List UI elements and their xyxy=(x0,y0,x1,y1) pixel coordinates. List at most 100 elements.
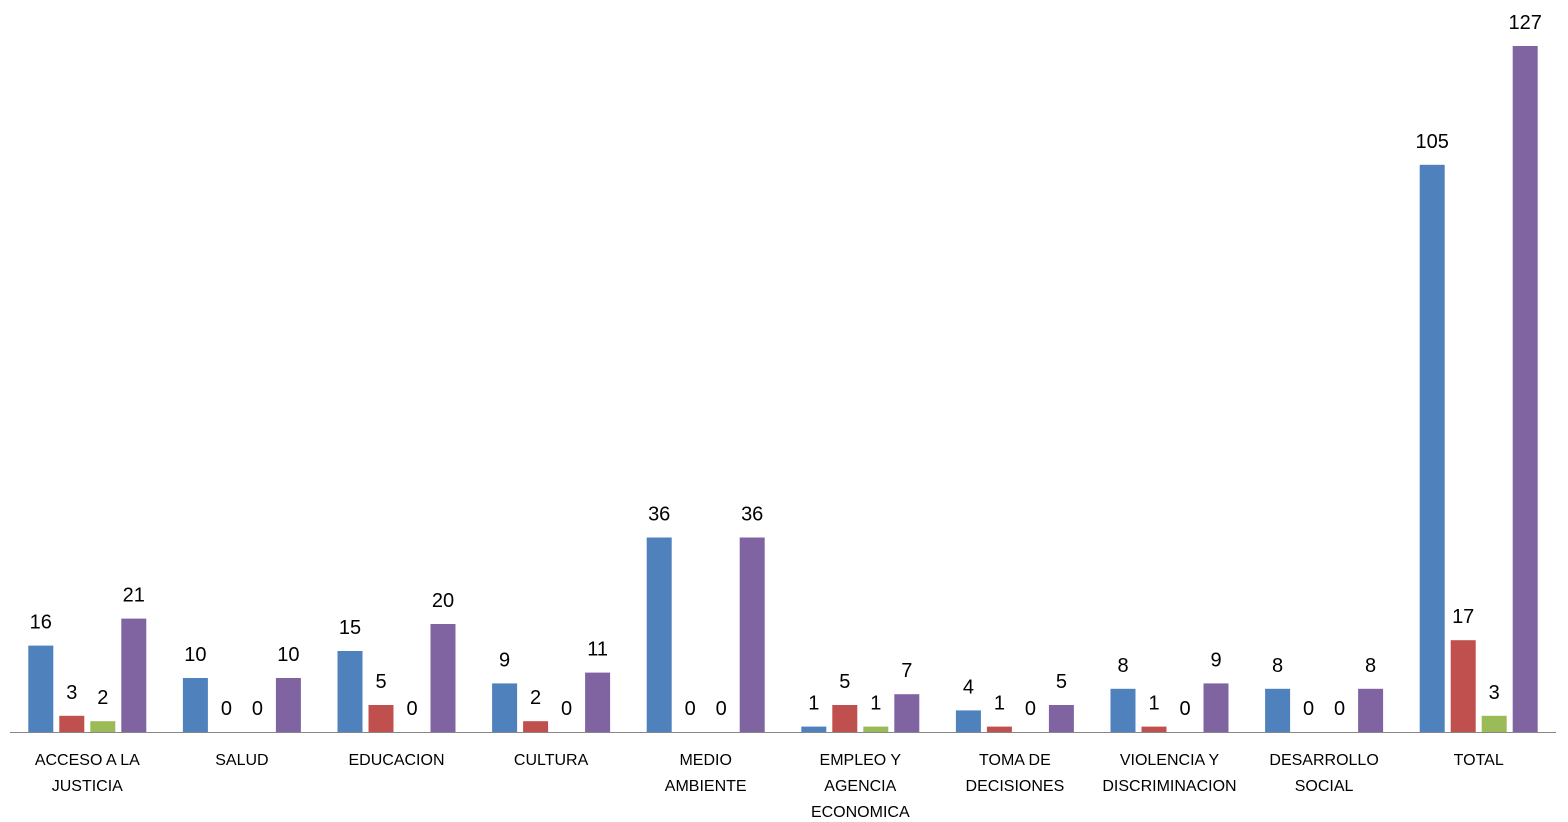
category-label-line: ACCESO A LA xyxy=(35,752,140,769)
data-label-s4-c5: 36 xyxy=(741,504,763,526)
data-label-s4-c1: 21 xyxy=(123,585,145,607)
category-label-10: TOTAL xyxy=(1454,752,1504,769)
data-label-s2-c1: 3 xyxy=(66,682,77,704)
data-label-s2-c6: 5 xyxy=(839,671,850,693)
data-label-s2-c7: 1 xyxy=(994,693,1005,715)
category-label-1: ACCESO A LA JUSTICIA xyxy=(35,752,140,795)
bar-s4-c1 xyxy=(121,619,146,732)
bar-s1-c7 xyxy=(956,710,981,732)
bar-s1-c8 xyxy=(1111,689,1136,732)
category-labels-layer: ACCESO A LA JUSTICIA SALUD EDUCACION CULTURA… xyxy=(35,752,1504,821)
data-label-s2-c3: 5 xyxy=(375,671,386,693)
category-label-line: DISCRIMINACION xyxy=(1102,778,1236,795)
bar-s1-c1 xyxy=(28,646,53,732)
category-label-5: MEDIO AMBIENTE xyxy=(665,752,747,795)
bar-s4-c5 xyxy=(740,538,765,733)
bar-s1-c10 xyxy=(1420,165,1445,732)
bar-s3-c10 xyxy=(1482,716,1507,732)
category-label-8: VIOLENCIA Y DISCRIMINACION xyxy=(1102,752,1236,795)
bar-s1-c6 xyxy=(801,727,826,732)
bar-s4-c4 xyxy=(585,673,610,732)
data-label-s4-c2: 10 xyxy=(277,644,299,666)
category-label-line: SOCIAL xyxy=(1295,778,1354,795)
data-label-s3-c1: 2 xyxy=(97,687,108,709)
category-label-line: DESARROLLO xyxy=(1269,752,1378,769)
category-label-line: SALUD xyxy=(215,752,268,769)
data-label-s1-c7: 4 xyxy=(963,676,974,698)
data-label-s3-c8: 0 xyxy=(1179,698,1190,720)
bar-s1-c2 xyxy=(183,678,208,732)
data-label-s1-c3: 15 xyxy=(339,617,361,639)
data-label-s2-c8: 1 xyxy=(1148,693,1159,715)
data-label-s3-c3: 0 xyxy=(406,698,417,720)
category-label-6: EMPLEO Y AGENCIA ECONOMICA xyxy=(811,752,910,821)
bar-s2-c1 xyxy=(59,716,84,732)
bar-s4-c2 xyxy=(276,678,301,732)
data-label-s3-c5: 0 xyxy=(716,698,727,720)
bar-s1-c3 xyxy=(338,651,363,732)
bar-s2-c8 xyxy=(1142,727,1167,732)
category-label-line: ECONOMICA xyxy=(811,804,910,821)
data-label-s3-c9: 0 xyxy=(1334,698,1345,720)
bar-s1-c4 xyxy=(492,683,517,732)
bar-s2-c3 xyxy=(369,705,394,732)
data-label-s4-c10: 127 xyxy=(1509,12,1542,34)
data-label-s1-c2: 10 xyxy=(184,644,206,666)
data-label-s4-c6: 7 xyxy=(901,660,912,682)
category-label-2: SALUD xyxy=(215,752,268,769)
data-label-s2-c5: 0 xyxy=(685,698,696,720)
category-label-line: EDUCACION xyxy=(348,752,444,769)
bar-s2-c6 xyxy=(832,705,857,732)
category-label-7: TOMA DE DECISIONES xyxy=(966,752,1065,795)
bar-s2-c4 xyxy=(523,721,548,732)
category-label-line: MEDIO xyxy=(679,752,731,769)
data-label-s1-c9: 8 xyxy=(1272,655,1283,677)
data-label-s4-c3: 20 xyxy=(432,590,454,612)
data-label-s3-c10: 3 xyxy=(1489,682,1500,704)
category-label-line: TOMA DE xyxy=(979,752,1051,769)
category-label-line: TOTAL xyxy=(1454,752,1504,769)
bar-s4-c3 xyxy=(431,624,456,732)
bar-s3-c6 xyxy=(863,727,888,732)
data-label-s1-c8: 8 xyxy=(1117,655,1128,677)
data-label-s3-c2: 0 xyxy=(252,698,263,720)
category-label-line: CULTURA xyxy=(514,752,589,769)
bar-s1-c9 xyxy=(1265,689,1290,732)
category-label-4: CULTURA xyxy=(514,752,589,769)
data-label-s3-c6: 1 xyxy=(870,693,881,715)
data-label-s1-c5: 36 xyxy=(648,504,670,526)
data-label-s3-c4: 0 xyxy=(561,698,572,720)
category-label-line: JUSTICIA xyxy=(52,778,123,795)
data-label-s1-c4: 9 xyxy=(499,649,510,671)
bar-s4-c7 xyxy=(1049,705,1074,732)
data-label-s2-c9: 0 xyxy=(1303,698,1314,720)
data-label-s2-c4: 2 xyxy=(530,687,541,709)
category-label-line: AGENCIA xyxy=(824,778,896,795)
data-label-s4-c4: 11 xyxy=(587,639,608,661)
bar-s4-c8 xyxy=(1204,683,1229,732)
data-label-s4-c8: 9 xyxy=(1210,649,1221,671)
category-label-3: EDUCACION xyxy=(348,752,444,769)
data-label-s3-c7: 0 xyxy=(1025,698,1036,720)
bar-s4-c9 xyxy=(1358,689,1383,732)
category-label-line: AMBIENTE xyxy=(665,778,747,795)
data-label-s1-c1: 16 xyxy=(30,612,52,634)
bar-s4-c6 xyxy=(894,694,919,732)
category-label-line: VIOLENCIA Y xyxy=(1120,752,1220,769)
bar-s4-c10 xyxy=(1513,46,1538,732)
data-label-s4-c7: 5 xyxy=(1056,671,1067,693)
data-label-s4-c9: 8 xyxy=(1365,655,1376,677)
category-label-line: DECISIONES xyxy=(966,778,1065,795)
data-label-s1-c10: 105 xyxy=(1416,131,1449,153)
data-label-s2-c10: 17 xyxy=(1452,606,1474,628)
bar-s1-c5 xyxy=(647,538,672,733)
bar-s3-c1 xyxy=(90,721,115,732)
data-label-s1-c6: 1 xyxy=(808,693,819,715)
bars-layer xyxy=(28,46,1537,732)
bar-s2-c10 xyxy=(1451,640,1476,732)
category-label-9: DESARROLLO SOCIAL xyxy=(1269,752,1378,795)
bar-s2-c7 xyxy=(987,727,1012,732)
